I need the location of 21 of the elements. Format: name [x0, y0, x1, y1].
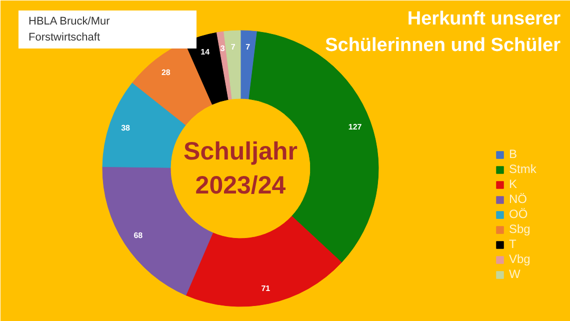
legend-label: NÖ	[509, 192, 528, 206]
data-label: 7	[246, 42, 251, 52]
data-label: 7	[230, 42, 236, 52]
legend-label: Sbg	[509, 222, 530, 236]
legend-label: Vbg	[509, 252, 530, 266]
legend-label: Stmk	[509, 162, 536, 176]
text: HBLA Bruck/Mur Forstwirtschaft	[28, 16, 110, 44]
legend-label: K	[509, 177, 518, 191]
text: Schuljahr 2023/24	[184, 138, 298, 200]
legend-label: W	[509, 267, 522, 281]
data-label: 71	[261, 284, 271, 293]
data-label: 14	[200, 48, 210, 57]
data-label: 68	[134, 230, 144, 240]
data-label: 127	[348, 122, 362, 132]
chart-title: Herkunft unserer Schülerinnen und Schüler	[325, 8, 562, 56]
legend-label: OÖ	[509, 207, 529, 221]
data-label: 3	[220, 44, 226, 53]
data-label: 38	[121, 124, 131, 133]
legend-label: T	[509, 237, 518, 251]
data-label: 28	[161, 68, 171, 77]
legend-label: B	[509, 147, 518, 161]
